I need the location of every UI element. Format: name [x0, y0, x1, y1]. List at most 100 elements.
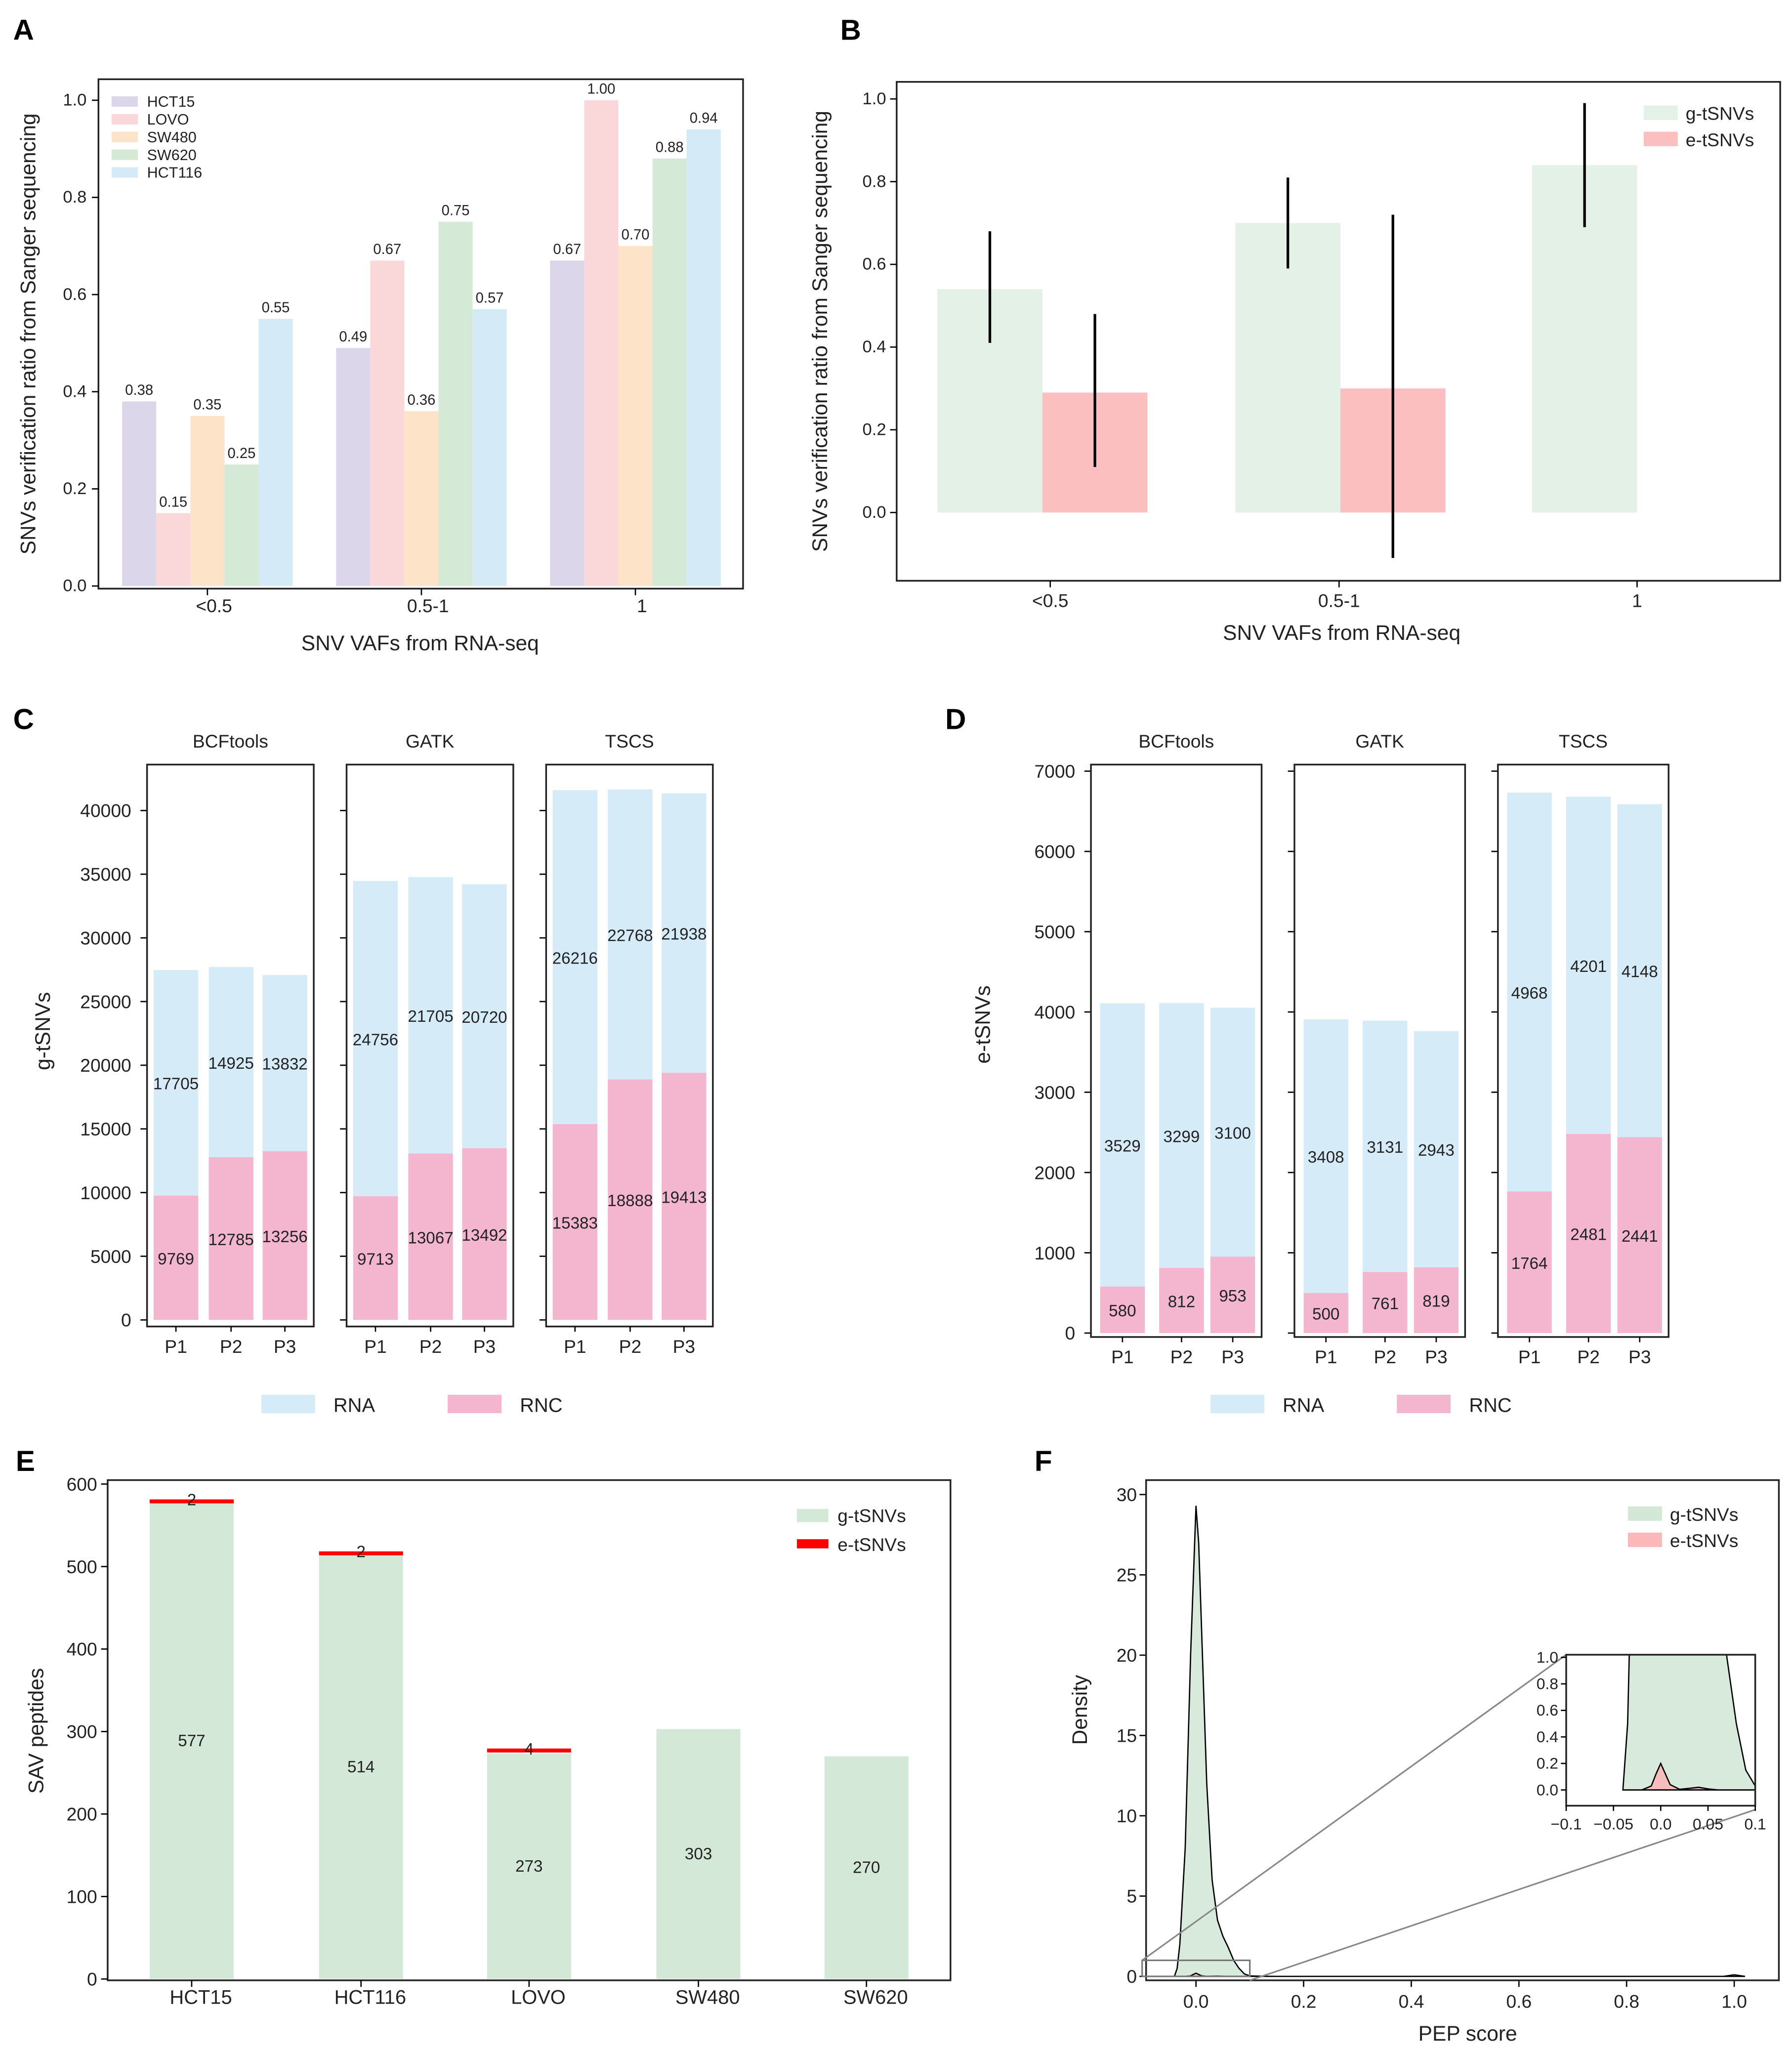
x-tick-label: P3 [673, 1336, 696, 1357]
bar-segment-rnc [662, 1073, 707, 1320]
bar-segment-rnc [1566, 1133, 1611, 1333]
y-tick-label: 4000 [1034, 1002, 1075, 1022]
bar-lovo [370, 260, 405, 587]
inset-x-tick-label: 0.05 [1693, 1815, 1723, 1833]
y-tick-label: 0 [87, 1969, 97, 1990]
bar-e-tsnvs [319, 1551, 403, 1555]
bar-segment-rna [262, 975, 307, 1151]
legend-label: e-tSNVs [837, 1534, 906, 1555]
bar-value-label-rnc: 9713 [357, 1250, 394, 1268]
facet-title: TSCS [605, 731, 654, 752]
legend-label: e-tSNVs [1670, 1530, 1738, 1551]
bar-value-label-rna: 3529 [1104, 1137, 1141, 1155]
x-tick-label: 0.2 [1291, 1991, 1317, 2012]
y-tick-label: 200 [67, 1804, 97, 1825]
bar-segment-rnc [1617, 1137, 1662, 1333]
bar-value-label-rnc: 13492 [461, 1226, 507, 1245]
bar-value-label: 0.25 [227, 446, 255, 461]
y-tick-label: 1.0 [63, 91, 86, 110]
plot-area-b [896, 81, 1781, 582]
y-tick-label: 10000 [80, 1182, 131, 1203]
legend-swatch-rnc [1397, 1394, 1451, 1414]
bar-segment-rnc [153, 1195, 199, 1320]
bar-segment-rna [462, 884, 507, 1148]
density-curves-inset [1622, 1654, 1755, 1791]
y-tick-label: 25 [1117, 1565, 1137, 1586]
facet-title: GATK [1355, 731, 1404, 752]
bar-segment-rnc [1414, 1267, 1459, 1333]
bar-hct15 [550, 260, 584, 587]
facet-title: GATK [406, 731, 455, 752]
x-tick-label: 0.6 [1506, 1991, 1532, 2012]
bar-value-label-g-tsnvs: 270 [853, 1858, 880, 1877]
x-tick-label: P2 [1577, 1346, 1600, 1367]
panel-label-c: C [13, 704, 34, 736]
y-tick-label: 0 [1126, 1966, 1137, 1987]
bar-value-label-e-tsnvs: 2 [187, 1491, 196, 1509]
bar-value-label-rnc: 2481 [1570, 1226, 1607, 1244]
bar-value-label-g-tsnvs: 303 [685, 1845, 712, 1863]
y-tick-label: 40000 [80, 800, 131, 821]
bar-value-label-rna: 4968 [1511, 984, 1548, 1003]
bar-value-label: 0.38 [125, 382, 153, 398]
legend-swatch-g-tsnvs [796, 1509, 829, 1522]
x-tick-label: P1 [1111, 1346, 1134, 1367]
bar-value-label-rna: 21705 [408, 1007, 453, 1026]
y-tick-label: 300 [67, 1721, 97, 1742]
bar-value-label-rnc: 9769 [158, 1250, 194, 1268]
y-tick-label: 7000 [1034, 761, 1075, 782]
zoom-region-box [1141, 1959, 1251, 1977]
y-tick-label: 25000 [80, 991, 131, 1012]
bar-value-label-rna: 22768 [607, 926, 653, 945]
y-tick-label: 0.8 [63, 188, 86, 207]
bar-value-label-rna: 13832 [262, 1055, 307, 1074]
y-axis-title: SNVs verification ratio from Sanger sequ… [809, 111, 832, 552]
legend-swatch-rnc [448, 1394, 502, 1414]
y-tick-label: 20 [1117, 1645, 1137, 1666]
x-tick-label: HCT15 [169, 1987, 232, 2009]
x-tick-label: P1 [364, 1336, 387, 1357]
x-tick-label: P2 [419, 1336, 442, 1357]
bar-segment-rnc [208, 1157, 253, 1320]
facet-title: BCFtools [193, 731, 268, 752]
bar-segment-rna [408, 877, 453, 1154]
y-tick-label: 400 [67, 1639, 97, 1660]
y-tick-label: 1000 [1034, 1243, 1075, 1263]
legend-swatch-g-tSNVs [1627, 1506, 1662, 1521]
bar-segment-rna [1414, 1031, 1459, 1267]
legend-label: HCT15 [147, 93, 195, 110]
legend-label: RNA [333, 1394, 375, 1416]
bar-e-tsnvs [149, 1499, 234, 1504]
x-axis-title: SNV VAFs from RNA-seq [1223, 622, 1460, 645]
y-tick-label: 500 [67, 1556, 97, 1577]
bar-segment-rna [208, 967, 253, 1157]
inset-x-tick-label: 0.1 [1744, 1815, 1766, 1833]
bar-g-tsnvs [487, 1754, 571, 1979]
y-tick-label: 0.2 [63, 479, 86, 498]
bar-segment-rna [353, 880, 398, 1197]
bar-lovo [584, 100, 619, 587]
inset-density-area-g-tSNVs [1622, 1654, 1755, 1791]
bar-sw480 [190, 416, 225, 587]
bar-segment-rna [153, 970, 199, 1196]
bar-segment-rna [1303, 1019, 1348, 1293]
y-tick-label: 6000 [1034, 841, 1075, 862]
bar-value-label-g-tsnvs: 514 [347, 1758, 375, 1776]
bar-hct116 [258, 319, 293, 587]
facet-panel-tscs [1497, 763, 1669, 1338]
bar-value-label-rnc: 1764 [1511, 1255, 1548, 1273]
y-tick-label: 0.2 [863, 420, 886, 439]
bar-value-label-rnc: 812 [1168, 1293, 1195, 1311]
bar-segment-rna [552, 790, 597, 1124]
x-tick-label: P2 [1170, 1346, 1193, 1367]
facet-panel-bcftools [1090, 763, 1263, 1338]
y-axis-title: Density [1069, 1675, 1092, 1745]
bar-value-label-rna: 17705 [153, 1075, 199, 1093]
bar-segment-rnc [1159, 1268, 1204, 1333]
bar-value-label-g-tsnvs: 577 [178, 1732, 205, 1750]
bar-segment-rnc [552, 1124, 597, 1320]
panel-label-b: B [840, 14, 861, 46]
facet-title: TSCS [1559, 731, 1608, 752]
bar-value-label: 0.67 [553, 242, 581, 257]
